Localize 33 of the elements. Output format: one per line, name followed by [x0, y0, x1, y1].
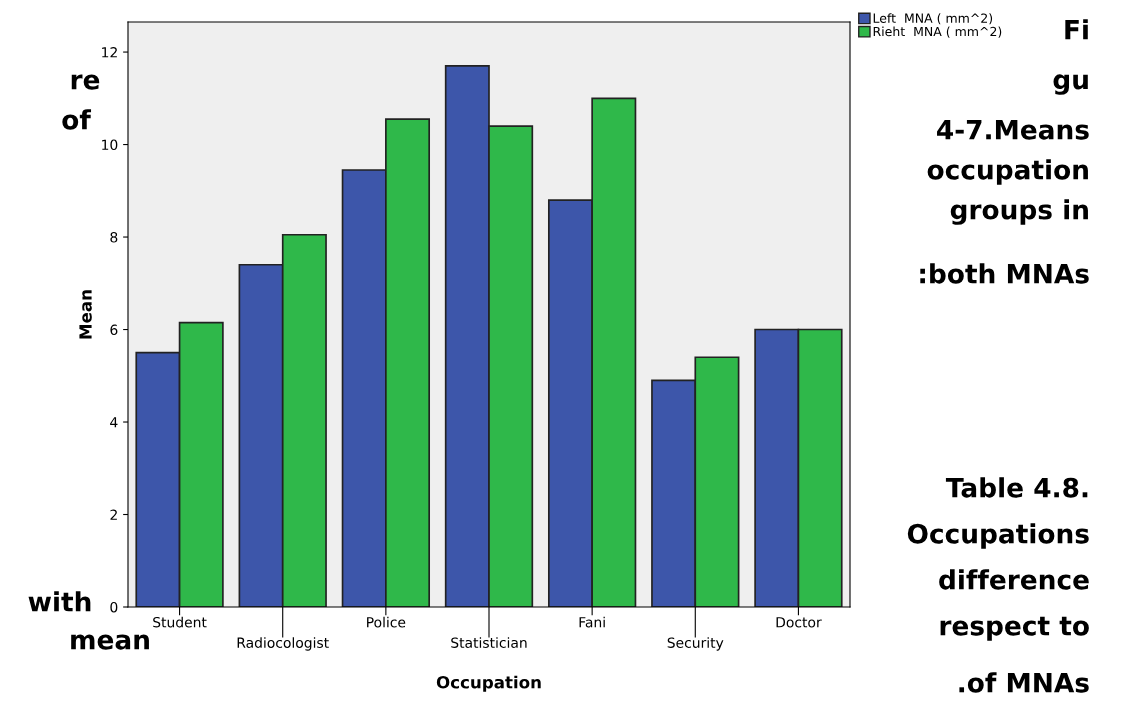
text: respect to	[940, 616, 1089, 641]
y-tick-label: 12	[102, 47, 117, 58]
text: .of MNAs	[959, 672, 1089, 693]
x-tick-label: Security	[667, 637, 724, 651]
text: of	[62, 109, 92, 130]
caption: Table 4.8.	[945, 477, 1088, 498]
text: gu	[1053, 74, 1088, 95]
y-tick-label: 8	[110, 232, 118, 243]
y-axis-title: Mean	[79, 290, 92, 339]
text: Fi	[1065, 19, 1088, 40]
legend-label: Left MNA ( mm^2)	[873, 13, 993, 25]
y-tick-label: 4	[110, 417, 118, 428]
text: occupation	[927, 159, 1088, 185]
text: difference	[939, 569, 1089, 590]
x-tick-label: Statistician	[451, 637, 527, 648]
y-tick-label: 0	[110, 601, 118, 613]
text: 4-7.Means	[937, 120, 1089, 140]
y-tick-label: 2	[110, 509, 117, 520]
y-tick-label: 10	[102, 139, 118, 151]
text: groups in	[950, 199, 1088, 225]
y-tick-label: 6	[110, 324, 118, 335]
text: mean	[71, 634, 149, 650]
x-tick-label: Fani	[579, 616, 605, 628]
text: :both MNAs	[920, 263, 1089, 284]
text: with	[28, 591, 91, 612]
x-tick-label: Student	[153, 616, 207, 628]
x-tick-label: Radiocologist	[237, 637, 329, 651]
text: Occupations	[907, 523, 1089, 549]
text: re	[71, 74, 100, 90]
x-tick-label: Doctor	[776, 617, 822, 628]
x-tick-label: Police	[367, 616, 406, 628]
legend-label: Rieht MNA ( mm^2)	[873, 26, 1002, 38]
x-axis-title: Occupation	[436, 675, 541, 692]
